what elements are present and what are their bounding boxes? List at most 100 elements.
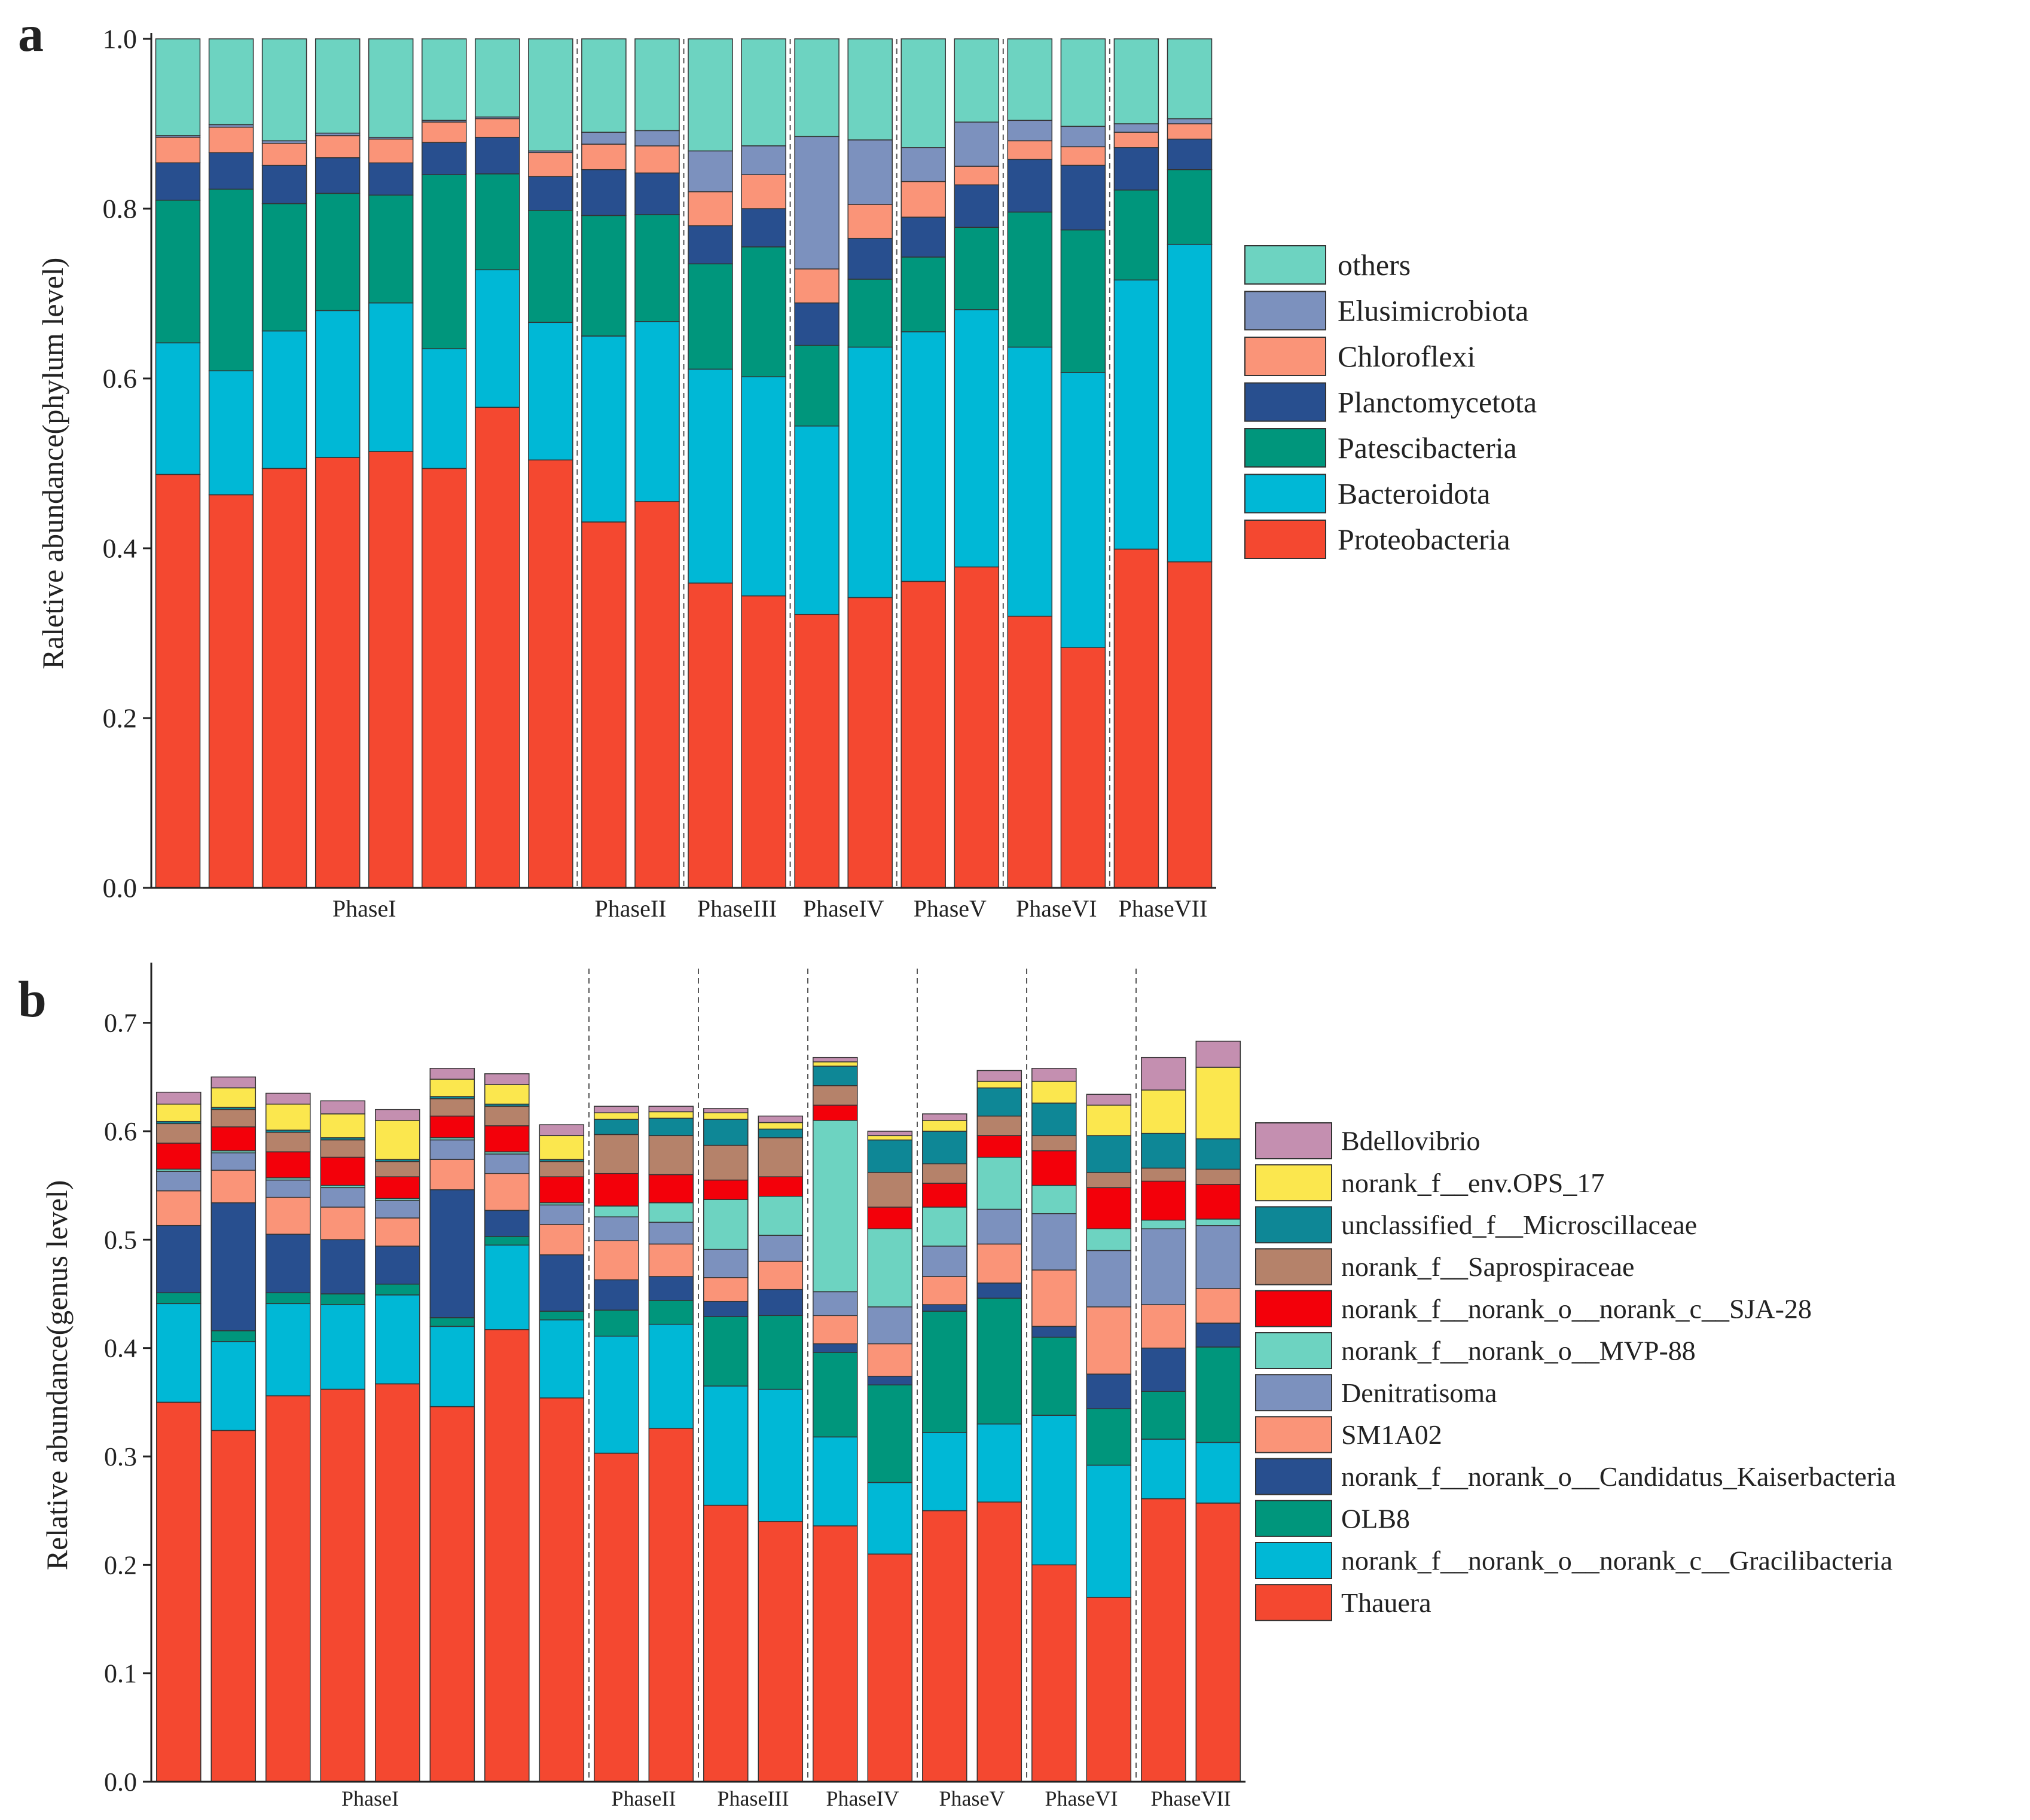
- bar-norank-f-norank-o-mvp-88-13: [813, 1120, 858, 1293]
- bar-planctomycetota-19: [1113, 147, 1159, 191]
- bar-olb8-13: [813, 1352, 858, 1438]
- bar-sm1a02-16: [976, 1243, 1022, 1284]
- bar-thauera-18: [1086, 1596, 1132, 1782]
- bar-norank-f-norank-o-norank-c-gracilibacteria-20: [1195, 1442, 1241, 1504]
- phase-label-phaseii: PhaseII: [595, 895, 667, 922]
- bar-norank-f-norank-o-norank-c-sja-28-14: [867, 1207, 913, 1229]
- bar-olb8-20: [1195, 1346, 1241, 1443]
- legend-swatch-norank-f-norank-o-norank-c-sja-28: [1255, 1290, 1332, 1327]
- bar-olb8-15: [922, 1311, 967, 1433]
- bar-norank-f-norank-o-norank-c-gracilibacteria-18: [1086, 1464, 1132, 1598]
- bar-thauera-20: [1195, 1503, 1241, 1782]
- bar-thauera-2: [210, 1430, 257, 1782]
- bar-bacteroidota-10: [634, 321, 680, 502]
- bar-planctomycetota-1: [155, 162, 201, 201]
- bar-proteobacteria-9: [581, 521, 627, 888]
- bar-planctomycetota-18: [1060, 164, 1106, 231]
- bar-others-7: [475, 38, 520, 118]
- bar-norank-f-env-ops-17-8: [539, 1135, 585, 1160]
- bar-others-18: [1060, 38, 1106, 127]
- bar-chloroflexi-11: [688, 191, 733, 227]
- bar-norank-f-env-ops-17-17: [1031, 1080, 1077, 1104]
- bar-denitratisoma-5: [375, 1200, 420, 1219]
- bar-proteobacteria-19: [1113, 548, 1159, 888]
- bar-denitratisoma-16: [976, 1208, 1022, 1245]
- bar-elusimicrobiota-19: [1113, 123, 1159, 133]
- phase-label-phasevi: PhaseVI: [1045, 1787, 1118, 1810]
- bar-olb8-18: [1086, 1408, 1132, 1466]
- legend-label-bacteroidota: Bacteroidota: [1338, 477, 1490, 511]
- bar-bdellovibrio-1: [156, 1091, 202, 1105]
- bar-olb8-14: [867, 1384, 913, 1483]
- bar-unclassified-f-microscillaceae-15: [922, 1131, 967, 1165]
- legend-swatch-unclassified-f-microscillaceae: [1255, 1206, 1332, 1244]
- bar-norank-f-norank-o-norank-c-sja-28-20: [1195, 1184, 1241, 1220]
- bar-norank-f-env-ops-17-15: [922, 1120, 967, 1132]
- bar-norank-f-saprospiraceae-11: [703, 1144, 749, 1181]
- phase-label-phasev: PhaseV: [914, 895, 987, 922]
- legend-label-norank-f-env-ops-17: norank_f__env.OPS_17: [1341, 1168, 1604, 1198]
- bar-sm1a02-15: [922, 1276, 967, 1305]
- bar-norank-f-env-ops-17-1: [156, 1103, 202, 1122]
- bar-norank-f-env-ops-17-13: [813, 1061, 858, 1067]
- bar-others-11: [688, 38, 733, 152]
- bar-norank-f-norank-o-candidatus-kaiserbacteria-8: [539, 1254, 585, 1312]
- bar-denitratisoma-17: [1031, 1213, 1077, 1271]
- bar-norank-f-norank-o-candidatus-kaiserbacteria-9: [594, 1279, 639, 1311]
- bar-norank-f-norank-o-norank-c-gracilibacteria-1: [156, 1303, 202, 1403]
- phase-label-phaseiii: PhaseIII: [718, 1787, 789, 1810]
- bar-norank-f-norank-o-norank-c-gracilibacteria-13: [813, 1436, 858, 1526]
- bar-sm1a02-3: [265, 1196, 311, 1235]
- bar-norank-f-norank-o-candidatus-kaiserbacteria-11: [703, 1300, 749, 1317]
- bar-norank-f-saprospiraceae-10: [648, 1135, 694, 1175]
- bar-bdellovibrio-14: [867, 1131, 913, 1137]
- bar-others-16: [954, 38, 1000, 123]
- bar-others-15: [900, 38, 946, 148]
- legend-swatch-norank-f-norank-o-candidatus-kaiserbacteria: [1255, 1458, 1332, 1495]
- bar-denitratisoma-12: [758, 1235, 804, 1262]
- bar-thauera-8: [539, 1397, 585, 1782]
- bar-norank-f-env-ops-17-4: [320, 1113, 366, 1138]
- bar-bacteroidota-9: [581, 335, 627, 523]
- bar-planctomycetota-3: [261, 164, 307, 204]
- phylum-chart: PhaseI PhaseII PhaseIII PhaseIV PhaseV PhaseV…: [36, 24, 1537, 922]
- bar-patescibacteria-14: [847, 279, 893, 348]
- bar-unclassified-f-microscillaceae-12: [758, 1128, 804, 1138]
- bar-sm1a02-5: [375, 1217, 420, 1247]
- bar-bacteroidota-19: [1113, 279, 1159, 550]
- bar-chloroflexi-8: [528, 152, 573, 177]
- bar-thauera-7: [484, 1329, 530, 1782]
- bar-sm1a02-13: [813, 1315, 858, 1345]
- bar-chloroflexi-20: [1167, 123, 1213, 140]
- bar-chloroflexi-15: [900, 181, 946, 218]
- bar-norank-f-env-ops-17-2: [210, 1087, 257, 1108]
- legend-label-planctomycetota: Planctomycetota: [1338, 386, 1537, 419]
- bar-chloroflexi-7: [475, 118, 520, 138]
- bar-denitratisoma-15: [922, 1245, 967, 1277]
- bar-norank-f-norank-o-candidatus-kaiserbacteria-6: [429, 1189, 475, 1318]
- bar-sm1a02-11: [703, 1277, 749, 1302]
- bar-sm1a02-19: [1141, 1304, 1186, 1349]
- bar-bacteroidota-14: [847, 346, 893, 598]
- bar-bacteroidota-6: [422, 348, 467, 469]
- bar-norank-f-env-ops-17-3: [265, 1103, 311, 1131]
- bar-chloroflexi-2: [208, 126, 254, 154]
- bar-denitratisoma-18: [1086, 1250, 1132, 1308]
- bar-norank-f-norank-o-norank-c-sja-28-10: [648, 1174, 694, 1204]
- bar-norank-f-norank-o-norank-c-gracilibacteria-17: [1031, 1415, 1077, 1566]
- bar-bdellovibrio-18: [1086, 1094, 1132, 1106]
- phase-label-phaseiv: PhaseIV: [826, 1787, 899, 1810]
- bar-norank-f-saprospiraceae-4: [320, 1139, 366, 1158]
- legend-swatch-denitratisoma: [1255, 1374, 1332, 1412]
- bar-thauera-16: [976, 1501, 1022, 1782]
- bar-patescibacteria-7: [475, 173, 520, 271]
- bar-others-4: [315, 38, 361, 134]
- bar-bacteroidota-13: [794, 425, 840, 615]
- bar-norank-f-norank-o-norank-c-gracilibacteria-14: [867, 1482, 913, 1555]
- panel-label-a: a: [18, 5, 44, 62]
- bar-others-5: [368, 38, 414, 138]
- bar-chloroflexi-13: [794, 268, 840, 304]
- bar-norank-f-norank-o-norank-c-gracilibacteria-19: [1141, 1439, 1186, 1500]
- bar-proteobacteria-14: [847, 597, 893, 888]
- bar-norank-f-norank-o-norank-c-sja-28-13: [813, 1104, 858, 1121]
